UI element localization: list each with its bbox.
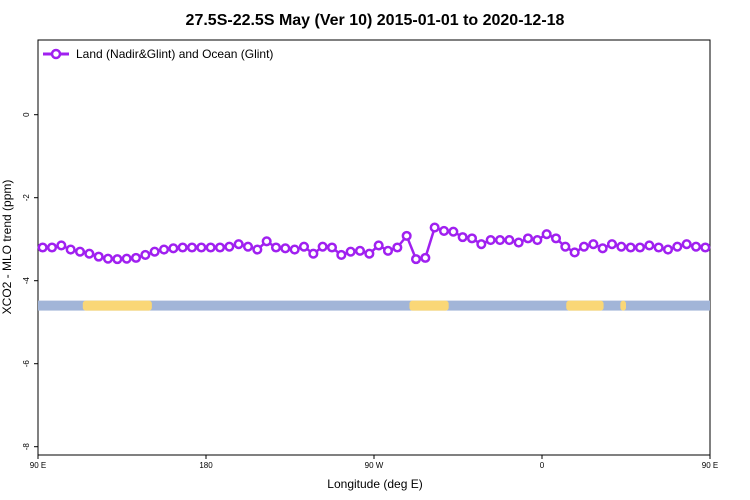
data-point (121, 253, 132, 264)
data-point (186, 242, 198, 253)
data-point (46, 242, 58, 253)
data-point (410, 254, 422, 265)
x-tick-label: 180 (199, 461, 213, 470)
land-segment-0 (82, 300, 152, 311)
data-point (252, 244, 263, 255)
series-layer (37, 222, 711, 265)
data-point (37, 242, 48, 253)
data-point (504, 234, 515, 246)
plot-area (37, 39, 711, 456)
y-tick-label: -2 (22, 194, 31, 202)
data-point (569, 247, 580, 258)
legend-label: Land (Nadir&Glint) and Ocean (Glint) (76, 47, 273, 61)
data-point (700, 242, 711, 253)
data-point (672, 241, 683, 252)
y-tick-label: -8 (22, 443, 31, 451)
data-point (326, 242, 338, 253)
data-point (289, 244, 300, 255)
data-point (532, 234, 543, 246)
y-tick-label: -6 (22, 360, 31, 368)
data-point (662, 244, 674, 255)
land-segment-1 (409, 300, 449, 311)
data-point (233, 239, 244, 250)
data-point (149, 246, 160, 257)
legend: Land (Nadir&Glint) and Ocean (Glint) (43, 47, 273, 61)
data-point (93, 251, 104, 262)
ocean-segment (38, 300, 710, 311)
data-point (448, 226, 459, 237)
data-point (438, 225, 450, 236)
x-tick-label: 90 E (702, 461, 718, 470)
data-point (196, 242, 207, 253)
data-point (177, 242, 188, 253)
data-point (205, 242, 216, 253)
data-point (522, 233, 534, 244)
data-point (634, 242, 646, 253)
data-point (616, 241, 627, 252)
legend-marker-swatch (50, 48, 62, 60)
y-axis: 0 -2 -4 -6 -8 (22, 112, 38, 450)
data-point (457, 232, 468, 243)
data-point (298, 241, 310, 252)
data-point (168, 243, 179, 254)
data-point (429, 222, 440, 233)
data-point (392, 242, 403, 253)
data-point (336, 249, 347, 261)
data-point (345, 246, 356, 257)
data-point (476, 239, 487, 250)
data-point (560, 241, 571, 252)
land-segment-3 (620, 300, 626, 311)
data-point (494, 234, 506, 246)
data-point (588, 239, 599, 250)
y-tick-label: 0 (22, 112, 31, 117)
data-point (280, 243, 291, 254)
data-point (373, 240, 384, 251)
data-point (382, 245, 394, 256)
chart-title: 27.5S-22.5S May (Ver 10) 2015-01-01 to 2… (186, 12, 565, 29)
x-axis-label: Longitude (deg E) (327, 477, 422, 491)
data-point (261, 236, 272, 247)
data-point (102, 253, 114, 264)
data-point (270, 242, 282, 253)
data-point (550, 233, 562, 244)
data-point (364, 248, 375, 259)
data-point (466, 233, 478, 244)
data-point (644, 240, 655, 251)
data-point (597, 243, 608, 254)
data-point (354, 245, 366, 256)
data-point (420, 252, 431, 263)
data-point (130, 252, 142, 263)
data-point (401, 230, 412, 241)
data-point (541, 229, 552, 240)
x-tick-label: 0 (540, 461, 545, 470)
data-point (317, 241, 328, 252)
y-tick-label: -4 (22, 277, 31, 285)
data-point (625, 242, 636, 253)
data-point (242, 241, 254, 252)
data-point (65, 244, 76, 255)
land-segment-2 (566, 300, 604, 311)
data-point (56, 240, 67, 251)
surface-bar (38, 300, 710, 311)
x-tick-label: 90 W (365, 461, 384, 470)
data-point (485, 234, 496, 246)
y-axis-label: XCO2 - MLO trend (ppm) (0, 180, 14, 315)
data-point (140, 249, 151, 261)
data-point (653, 242, 664, 253)
data-point (74, 246, 86, 257)
data-point (158, 244, 170, 255)
data-point (513, 237, 524, 248)
data-point (606, 239, 618, 250)
data-point (224, 241, 235, 252)
data-point (578, 241, 590, 252)
data-point (681, 239, 692, 250)
data-point (690, 241, 702, 252)
x-tick-label: 90 E (30, 461, 46, 470)
data-point (214, 242, 226, 253)
data-point (112, 254, 123, 265)
x-axis: 90 E 180 90 W 0 90 E (30, 455, 718, 470)
data-point (308, 248, 319, 259)
data-point (84, 248, 95, 259)
